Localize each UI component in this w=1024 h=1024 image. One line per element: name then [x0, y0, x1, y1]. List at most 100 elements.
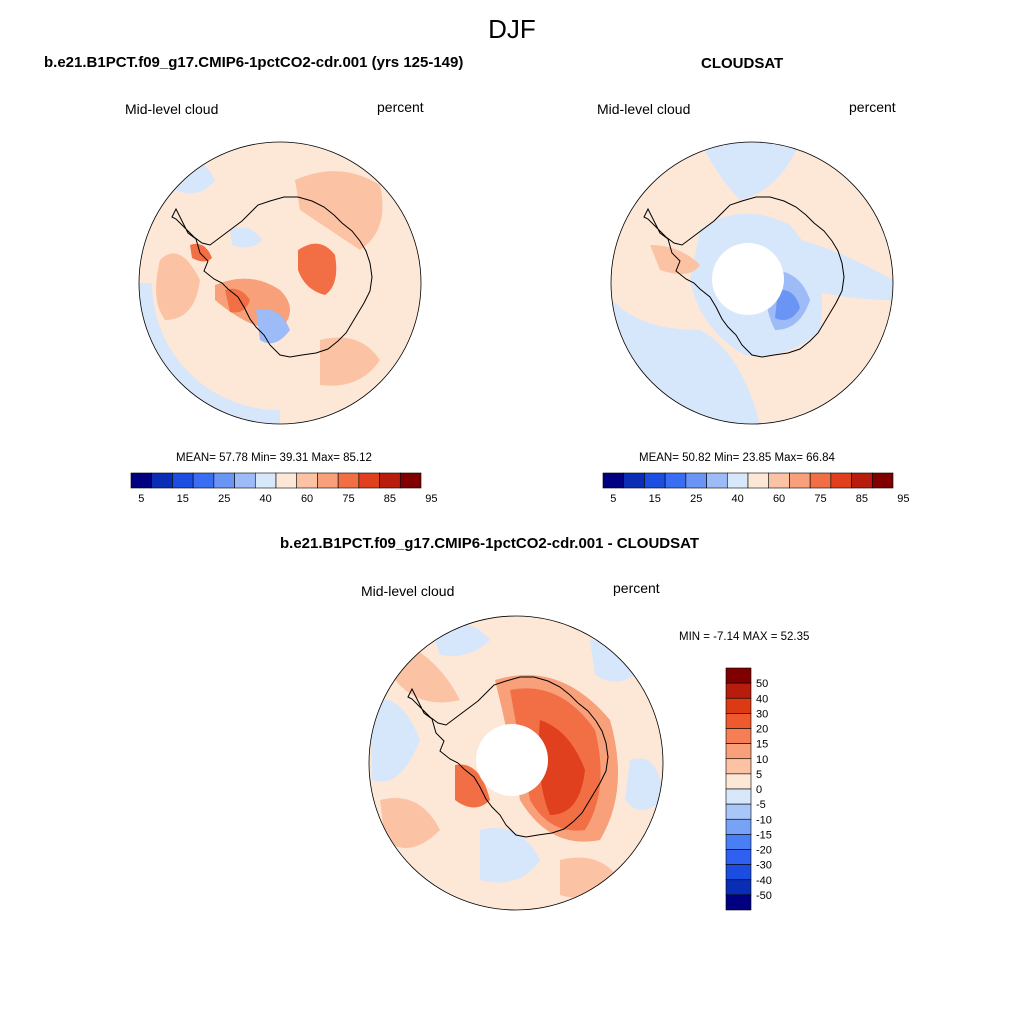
panel2-colorbar-tick-label: 85	[856, 493, 868, 505]
panel3-red-west	[455, 764, 490, 808]
panel2-colorbar-tick-label: 15	[649, 493, 661, 505]
panel1-ocean-blue-band	[139, 283, 280, 424]
panel3-colorbar-box	[725, 879, 752, 896]
panel3-colorbar-box	[725, 864, 752, 881]
panel1-colorbar: 5 15 25 40 60 75 85 95	[130, 472, 437, 505]
panel3-colorbar-tick-label: 0	[756, 784, 762, 796]
panel2-colorbar-box	[726, 472, 749, 489]
panel3-colorbar-box	[725, 849, 752, 865]
panel1-colorbar-box	[337, 472, 360, 489]
panel3-red-east-core	[538, 720, 585, 815]
panel3-colorbar-tick-label: -40	[756, 875, 772, 887]
panel2-colorbar-box	[664, 472, 687, 489]
panel1-map-border	[138, 141, 422, 425]
panel1-blue-wedd	[230, 227, 262, 248]
panel1-colorbar-tick-label: 15	[177, 493, 189, 505]
panel2-colorbar-tick-label: 25	[690, 493, 702, 505]
panel1-red-region-ne	[295, 171, 383, 250]
panel2-colorbar-box	[623, 472, 645, 489]
panel1-colorbar-box	[151, 472, 173, 489]
panel2-colorbar-tick-label: 60	[773, 493, 785, 505]
panel2-colorbar-box	[809, 472, 832, 489]
panel2-variable-label: Mid-level cloud	[597, 101, 691, 117]
panel2-colorbar-box	[789, 472, 811, 489]
panel1-blue-ross	[256, 309, 290, 344]
panel3-colorbar-tick-label: -20	[756, 845, 772, 857]
panel2-map	[610, 141, 894, 425]
panel3-colorbar-tick-label: -30	[756, 860, 772, 872]
panel3-map-border	[368, 615, 664, 911]
panel2-colorbar-box	[768, 472, 790, 489]
panel1-colorbar-box	[399, 472, 422, 489]
panel3-colorbar-box	[725, 834, 752, 850]
panel1-units-label: percent	[377, 99, 424, 115]
panel2-colorbar-box	[830, 472, 852, 489]
panel3-stats: MIN = -7.14 MAX = 52.35	[679, 631, 810, 643]
panel3-colorbar-box	[725, 894, 752, 911]
panel3-units-label: percent	[613, 580, 660, 596]
panel2-colorbar-tick-label: 5	[610, 493, 616, 505]
panel3-blue-patch-s	[480, 828, 540, 883]
panel1-colorbar-tick-label: 25	[218, 493, 230, 505]
panel1-colorbar-box	[130, 472, 153, 489]
panel1-colorbar-box	[379, 472, 401, 489]
panel3-colorbar-box	[725, 803, 752, 820]
panel3-blue-patch-w	[370, 698, 420, 782]
panel3-colorbar-tick-label: 40	[756, 693, 768, 705]
panel1-colorbar-box	[275, 472, 298, 489]
panel3-colorbar-box	[725, 758, 752, 775]
panel3-colorbar-box	[725, 713, 752, 729]
panel2-title: CLOUDSAT	[701, 55, 784, 72]
panel2-blue-band-n	[700, 142, 800, 200]
panel2-colorbar-box	[644, 472, 666, 489]
panel1-colorbar-tick-label: 5	[138, 493, 144, 505]
panel3-lightred-2	[380, 798, 440, 848]
panel1-red-core-east	[298, 243, 337, 295]
panel3-variable-label: Mid-level cloud	[361, 583, 455, 599]
panel1-colorbar-tick-label: 85	[384, 493, 396, 505]
panel2-units-label: percent	[849, 99, 896, 115]
panel2-colorbar-box	[685, 472, 707, 489]
panel3-map	[368, 615, 664, 911]
panel2-colorbar-box	[706, 472, 728, 489]
panel1-colorbar-box	[192, 472, 215, 489]
panel3-colorbar-tick-label: -50	[756, 890, 772, 902]
panel3-colorbar-tick-label: 30	[756, 708, 768, 720]
panel1-colorbar-tick-label: 60	[301, 493, 313, 505]
panel2-colorbar-box	[871, 472, 894, 489]
panel3-colorbar-tick-label: -15	[756, 829, 772, 841]
panel3-colorbar-tick-label: 15	[756, 739, 768, 751]
panel3-blue-patch-ne	[590, 640, 640, 682]
panel3-colorbar-tick-label: 20	[756, 724, 768, 736]
panel3-blue-patch-e	[625, 758, 663, 810]
panel2-colorbar-box	[851, 472, 873, 489]
panel3-map-field	[370, 622, 663, 898]
panel1-stats: MEAN= 57.78 Min= 39.31 Max= 85.12	[176, 452, 372, 464]
panel3-colorbar-box	[725, 667, 752, 684]
panel3-colorbar-box	[725, 682, 752, 699]
panel3-colorbar-tick-label: 50	[756, 678, 768, 690]
panel3-colorbar-box	[725, 697, 752, 714]
panel1-colorbar-box	[213, 472, 235, 489]
panel1-colorbar-tick-label: 40	[260, 493, 272, 505]
panel1-red-region-w	[156, 253, 200, 320]
panel3-title: b.e21.B1PCT.f09_g17.CMIP6-1pctCO2-cdr.00…	[280, 535, 700, 552]
panel3-colorbar-tick-label: -5	[756, 799, 766, 811]
panel2-pole-hole	[712, 243, 784, 315]
panel3-colorbar-tick-label: 10	[756, 754, 768, 766]
panel2-colorbar-tick-label: 40	[732, 493, 744, 505]
panel1-colorbar-box	[358, 472, 380, 489]
panel1-red-peninsula	[190, 243, 212, 262]
panel3-colorbar-box	[725, 773, 752, 790]
panel1-title: b.e21.B1PCT.f09_g17.CMIP6-1pctCO2-cdr.00…	[44, 54, 464, 71]
panel2-red-peninsula	[650, 245, 700, 274]
figure-title: DJF	[488, 14, 536, 44]
panel1-colorbar-box	[234, 472, 256, 489]
panel2-colorbar-box	[602, 472, 625, 489]
panel2-colorbar-tick-label: 95	[897, 493, 909, 505]
panel1-colorbar-box	[172, 472, 194, 489]
panel2-blue-band-e	[800, 240, 893, 300]
panel1-colorbar-box	[254, 472, 277, 489]
